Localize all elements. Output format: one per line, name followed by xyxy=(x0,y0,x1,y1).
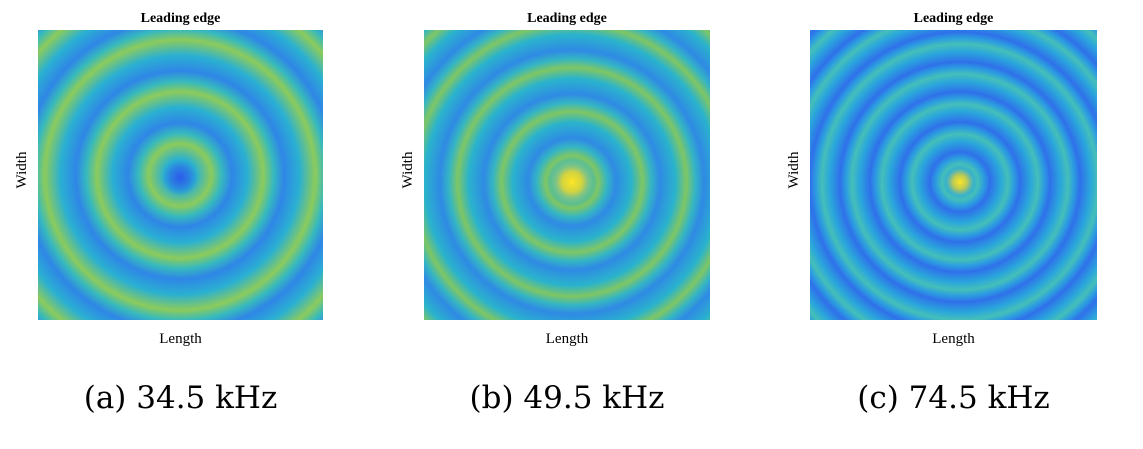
caption: (a) 34.5 kHz xyxy=(84,380,278,416)
y-axis-label: Width xyxy=(14,151,30,188)
heatmap-spot xyxy=(38,30,323,320)
x-axis-label: Length xyxy=(546,331,589,347)
heatmap-spot xyxy=(810,30,1097,320)
panel: Leading edge Length Width (a) 34.5 kHz xyxy=(14,11,323,416)
panel-title: Leading edge xyxy=(914,11,994,26)
panel: Leading edge Length Width (b) 49.5 kHz xyxy=(400,11,710,416)
x-axis-label: Length xyxy=(932,331,975,347)
y-axis-label: Width xyxy=(400,151,416,188)
y-axis-label: Width xyxy=(786,151,802,188)
heatmap-spot xyxy=(424,30,710,320)
x-axis-label: Length xyxy=(159,331,202,347)
panel-title: Leading edge xyxy=(527,11,607,26)
caption: (c) 74.5 kHz xyxy=(857,380,1049,416)
panel-title: Leading edge xyxy=(141,11,221,26)
figure: Leading edgeLengthWidth(a) 34.5 kHzLeadi… xyxy=(0,0,1143,449)
caption: (b) 49.5 kHz xyxy=(470,380,665,416)
panel: Leading edge Length Width (c) 74.5 kHz xyxy=(786,11,1097,416)
